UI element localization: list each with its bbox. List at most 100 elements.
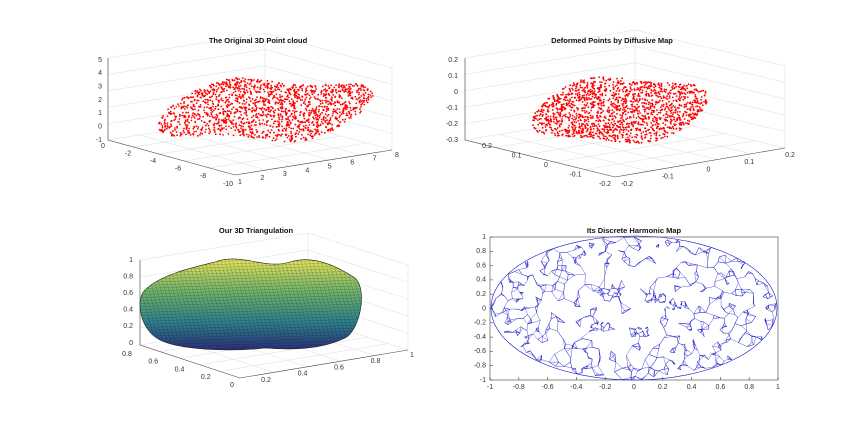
point [579,127,582,130]
mesh-edge [713,317,721,319]
point [621,126,624,128]
point [650,122,653,124]
point [663,96,666,99]
mesh-edge [583,349,588,354]
mesh-edge [687,365,695,371]
point [559,111,562,114]
z-tick-label: 3 [98,84,102,91]
point [305,124,307,127]
mesh-edge [557,292,564,302]
axis-box [464,111,786,149]
point [278,109,280,111]
point [366,89,369,92]
point [612,88,615,90]
point [325,84,327,87]
point [246,91,249,94]
point [226,106,229,109]
axis-box [464,29,786,148]
point [190,96,193,99]
point [218,93,221,96]
point [603,98,605,101]
mesh-edge [547,270,552,276]
point [318,116,321,119]
point [280,135,282,137]
point [645,81,648,84]
point [661,108,664,111]
point [251,131,254,133]
x-tick-label: 0 [632,384,636,391]
point [647,81,650,83]
point [338,116,341,119]
point [691,92,694,94]
point [658,127,661,130]
point [624,113,627,116]
point [678,103,681,106]
point [354,113,357,116]
point [559,123,561,125]
point [659,95,662,98]
point [243,107,246,109]
point [626,133,629,136]
point [649,106,652,109]
point [600,131,602,134]
point [648,95,651,98]
point [318,133,321,135]
mesh-line [293,258,325,350]
point [197,99,200,102]
point [638,110,640,112]
point [169,112,172,115]
mesh-edge [689,318,695,324]
point [296,88,299,91]
point [606,110,609,113]
point [330,102,333,105]
point [703,94,706,97]
mesh-edge [681,261,686,263]
point [235,108,238,110]
point [650,113,652,115]
z-tick-label: -0.3 [446,137,458,144]
point [674,92,677,95]
point [226,110,229,112]
point [669,89,672,92]
point [207,124,210,127]
mesh-edge [669,359,674,364]
point [646,124,649,126]
point [222,113,225,116]
point [340,113,343,116]
point [683,92,686,95]
point [692,105,694,108]
point [285,133,288,136]
mesh-edge [715,356,720,360]
point [274,89,277,92]
mesh-edge [685,307,690,310]
point [204,94,207,97]
point [343,91,346,93]
mesh-edge [623,237,630,246]
point [638,89,641,92]
point [683,103,686,106]
point [597,123,600,125]
point [241,128,244,131]
grid-line [532,128,684,166]
point [568,124,570,127]
point [178,118,181,120]
mesh-edge [512,330,516,333]
point [265,116,268,118]
point [279,106,282,109]
point [294,115,297,118]
point [544,102,546,104]
point [609,89,612,92]
mesh-edge [705,312,715,316]
point [267,113,270,116]
point [628,82,631,85]
mesh-edge [520,345,523,348]
point [545,124,547,126]
point [231,94,234,96]
mesh-edge [565,270,569,275]
point [552,120,555,123]
point [304,94,307,96]
point [351,85,354,87]
point [563,114,565,117]
point [183,108,186,110]
point [699,102,702,105]
